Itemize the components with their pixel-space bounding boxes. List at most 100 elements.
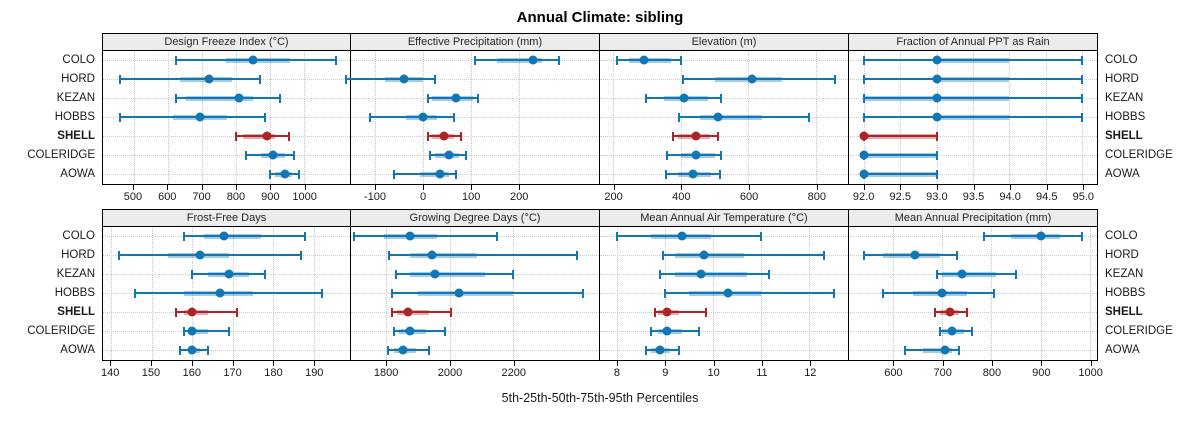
- whisker-cap: [935, 151, 938, 160]
- p25-p75-band: [674, 253, 745, 258]
- whisker-cap: [965, 308, 968, 317]
- whisker-cap: [118, 251, 121, 260]
- panel-plot: [103, 227, 350, 360]
- whisker-cap: [426, 132, 429, 141]
- median-dot: [439, 131, 449, 141]
- whisker-cap: [654, 308, 657, 317]
- x-tick-label: 10: [707, 367, 720, 379]
- panel-effective-precipitation-mm: Effective Precipitation (mm) -100 0 100 200: [345, 33, 600, 206]
- x-tick-label: 150: [141, 367, 161, 379]
- median-dot: [662, 307, 672, 317]
- whisker-cap: [992, 289, 995, 298]
- whisker-cap: [1081, 232, 1084, 241]
- p5-p95-range-line: [394, 173, 457, 175]
- interval-row: [351, 146, 599, 165]
- x-tick-mark: [110, 361, 112, 366]
- x-tick-label: 93.5: [962, 191, 985, 203]
- whisker-cap: [678, 113, 681, 122]
- median-dot: [528, 55, 538, 65]
- whisker-cap: [671, 132, 674, 141]
- panel-plot: [849, 51, 1097, 184]
- median-dot: [699, 250, 709, 260]
- p5-p95-range-line: [119, 254, 302, 256]
- panel-title: Elevation (m): [600, 34, 848, 51]
- whisker-cap: [263, 270, 266, 279]
- category-label-aowa: AOWA: [1105, 168, 1140, 180]
- panel-plot: [351, 227, 599, 360]
- x-tick-label: 2200: [501, 367, 527, 379]
- x-tick-label: 600: [884, 367, 903, 379]
- row-guide-line: [351, 312, 599, 313]
- row-guide-line: [849, 331, 1097, 332]
- row-guide-line: [600, 174, 848, 175]
- x-tick-mark: [810, 361, 812, 366]
- whisker-cap: [464, 151, 467, 160]
- p5-p95-range-line: [392, 292, 584, 294]
- whisker-cap: [767, 270, 770, 279]
- median-dot: [859, 169, 869, 179]
- whisker-cap: [956, 251, 959, 260]
- median-dot: [662, 326, 672, 336]
- x-tick-mark: [616, 361, 618, 366]
- x-tick-label: 800: [982, 367, 1002, 379]
- interval-row: [600, 127, 848, 146]
- whisker-cap: [697, 327, 700, 336]
- x-tick-mark: [900, 185, 902, 190]
- median-dot: [444, 150, 454, 160]
- whisker-cap: [615, 232, 618, 241]
- category-label-shell: SHELL: [57, 306, 95, 318]
- p5-p95-range-line: [863, 173, 937, 175]
- row-guide-line: [600, 155, 848, 156]
- whisker-cap: [234, 132, 237, 141]
- whisker-cap: [833, 75, 836, 84]
- panel-title: Growing Degree Days (°C): [351, 210, 599, 227]
- interval-row: [600, 146, 848, 165]
- row-guide-line: [849, 350, 1097, 351]
- median-dot: [859, 150, 869, 160]
- median-dot: [910, 250, 920, 260]
- median-dot: [655, 345, 665, 355]
- row-guide-line: [103, 350, 350, 351]
- whisker-cap: [679, 56, 682, 65]
- interval-row: [600, 303, 848, 322]
- median-dot: [215, 288, 225, 298]
- row-guide-line: [351, 350, 599, 351]
- panel-elevation-m: Elevation (m) 200 400 600 800: [600, 33, 849, 206]
- category-label-hord: HORD: [1105, 73, 1139, 85]
- x-tick-mark: [893, 361, 895, 366]
- p25-p75-band: [936, 115, 1010, 120]
- whisker-cap: [862, 113, 865, 122]
- interval-row: [103, 165, 350, 184]
- whisker-cap: [207, 346, 210, 355]
- whisker-cap: [678, 346, 681, 355]
- category-label-hobbs: HOBBS: [1105, 111, 1146, 123]
- whisker-cap: [227, 327, 230, 336]
- median-dot: [234, 93, 244, 103]
- p5-p95-range-line: [863, 116, 1083, 118]
- x-tick-label: 200: [510, 191, 529, 203]
- median-dot: [932, 112, 942, 122]
- interval-row: [600, 51, 848, 70]
- whisker-cap: [263, 113, 266, 122]
- p5-p95-range-line: [905, 349, 960, 351]
- interval-row: [849, 127, 1097, 146]
- interval-row: [351, 89, 599, 108]
- x-tick-mark: [991, 361, 993, 366]
- row-guide-line: [600, 98, 848, 99]
- p25-p75-band: [699, 115, 762, 120]
- p5-p95-range-line: [616, 235, 762, 237]
- axis-caption: 5th-25th-50th-75th-95th Percentiles: [501, 391, 699, 405]
- median-dot: [937, 288, 947, 298]
- x-tick-mark: [235, 185, 237, 190]
- whisker-cap: [666, 151, 669, 160]
- median-dot: [268, 150, 278, 160]
- whisker-cap: [452, 113, 455, 122]
- chart-title: Annual Climate: sibling: [516, 9, 684, 26]
- median-dot: [747, 74, 757, 84]
- p5-p95-range-line: [655, 311, 706, 313]
- interval-row: [103, 341, 350, 360]
- interval-row: [600, 341, 848, 360]
- x-tick-label: 8: [613, 367, 620, 379]
- x-tick-mark: [513, 361, 515, 366]
- p5-p95-range-line: [863, 78, 1083, 80]
